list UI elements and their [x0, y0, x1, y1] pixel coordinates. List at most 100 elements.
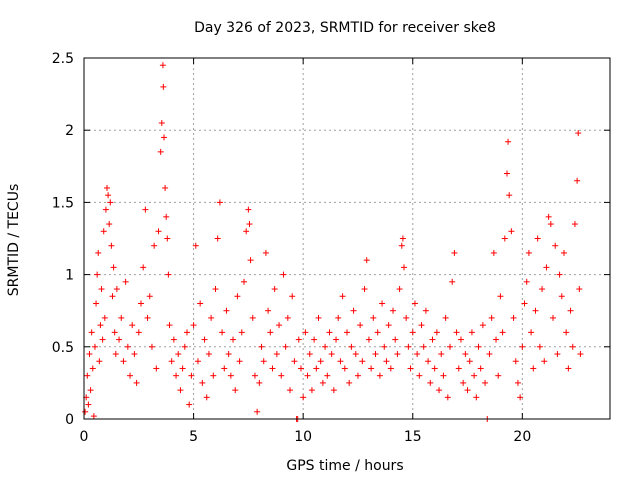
data-point [398, 242, 405, 249]
y-tick-label: 2.5 [52, 51, 74, 67]
data-point [346, 379, 353, 386]
data-point [181, 343, 188, 350]
x-tick-label: 20 [513, 429, 531, 445]
data-point [514, 379, 521, 386]
data-point [411, 300, 418, 307]
data-point [363, 257, 370, 264]
data-point [205, 351, 212, 358]
data-point [453, 329, 460, 336]
data-point [105, 192, 112, 199]
data-point [306, 351, 313, 358]
data-point [567, 307, 574, 314]
data-point [232, 387, 239, 394]
data-point [368, 365, 375, 372]
x-tick-label: 5 [189, 429, 198, 445]
data-point [87, 387, 94, 394]
data-point [374, 329, 381, 336]
data-point [330, 387, 337, 394]
data-point [214, 235, 221, 242]
data-point [324, 372, 331, 379]
data-point [571, 221, 578, 228]
data-point [460, 379, 467, 386]
data-point [405, 343, 412, 350]
data-point [96, 358, 103, 365]
data-point [192, 242, 199, 249]
data-point [282, 343, 289, 350]
data-point [376, 372, 383, 379]
data-point [230, 336, 237, 343]
chart-title: Day 326 of 2023, SRMTID for receiver ske… [194, 20, 496, 36]
data-point [519, 343, 526, 350]
data-point [276, 322, 283, 329]
data-point [477, 365, 484, 372]
data-point [177, 387, 184, 394]
data-point [91, 343, 98, 350]
data-point [258, 343, 265, 350]
data-point [194, 358, 201, 365]
x-tick-label: 15 [404, 429, 422, 445]
data-point [203, 394, 210, 401]
data-point [256, 379, 263, 386]
data-point [558, 293, 565, 300]
data-point [525, 249, 532, 256]
data-point [94, 271, 101, 278]
data-point [409, 329, 416, 336]
data-point [479, 322, 486, 329]
data-point [227, 372, 234, 379]
data-point [545, 213, 552, 220]
data-point [133, 379, 140, 386]
data-point [155, 228, 162, 235]
data-point [269, 365, 276, 372]
data-point [425, 358, 432, 365]
data-point [186, 401, 193, 408]
x-tick-label: 0 [80, 429, 89, 445]
data-point [554, 351, 561, 358]
data-point [201, 336, 208, 343]
data-point [153, 365, 160, 372]
data-point [142, 206, 149, 213]
data-point [365, 336, 372, 343]
y-tick-label: 1 [65, 268, 74, 284]
data-point [104, 184, 111, 191]
data-point [550, 314, 557, 321]
data-point [442, 314, 449, 321]
grid-lines [84, 58, 610, 419]
data-point [168, 358, 175, 365]
data-point [158, 119, 165, 126]
data-point [243, 228, 250, 235]
data-point [146, 293, 153, 300]
data-point [431, 365, 438, 372]
data-point [112, 351, 119, 358]
data-point [455, 365, 462, 372]
data-point [271, 286, 278, 293]
data-point [84, 372, 91, 379]
data-point [240, 278, 247, 285]
data-point [576, 286, 583, 293]
data-point [170, 336, 177, 343]
data-point [162, 184, 169, 191]
data-point [552, 242, 559, 249]
data-point [505, 138, 512, 145]
data-point [251, 372, 258, 379]
data-point [262, 249, 269, 256]
data-point [560, 249, 567, 256]
x-tick-label: 10 [294, 429, 312, 445]
data-point [407, 365, 414, 372]
data-point [166, 322, 173, 329]
data-point [530, 365, 537, 372]
data-point [563, 329, 570, 336]
data-point [300, 394, 307, 401]
y-axis-label: SRMTID / TECUs [6, 184, 22, 297]
data-point [284, 314, 291, 321]
data-point [107, 199, 114, 206]
data-point [503, 170, 510, 177]
data-point [528, 329, 535, 336]
data-point [416, 372, 423, 379]
data-point [394, 351, 401, 358]
data-point [208, 314, 215, 321]
data-point [574, 177, 581, 184]
data-point [113, 286, 120, 293]
data-point [95, 249, 102, 256]
data-point [302, 329, 309, 336]
data-point [144, 314, 151, 321]
